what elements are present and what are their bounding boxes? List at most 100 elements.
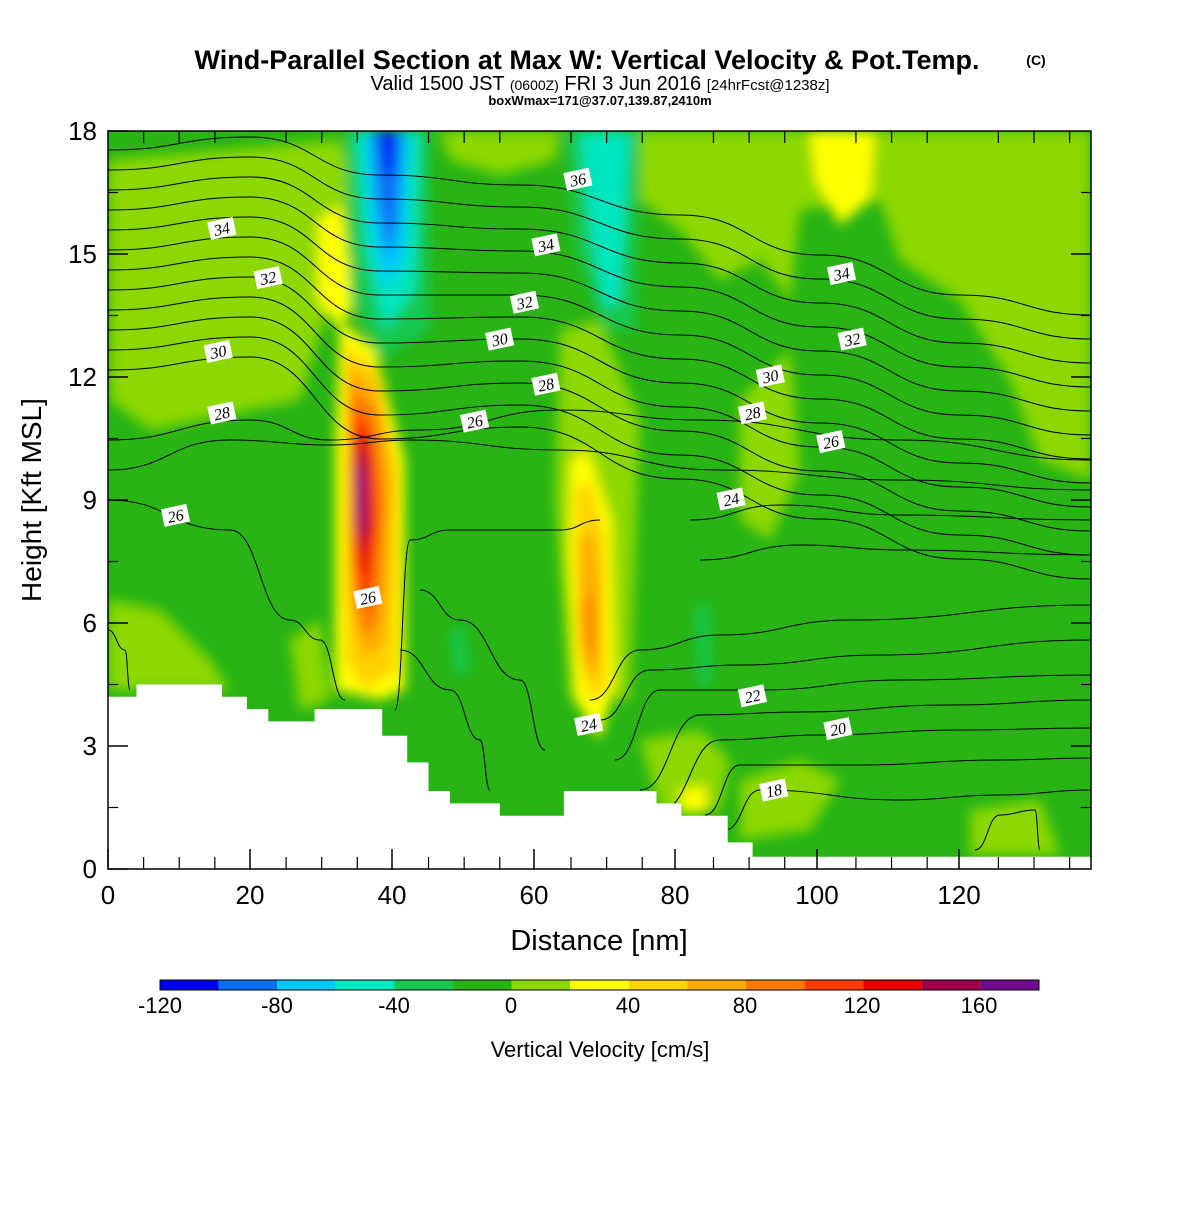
colorbar-swatch [746,980,805,990]
theta-contour-line [614,674,1091,761]
contour-label-text: 32 [514,294,534,314]
contour-label: 24 [574,713,604,737]
colorbar-swatch [218,980,278,990]
contour-label-text: 34 [212,220,232,240]
contour-label-text: 30 [208,343,228,363]
colorbar-swatch [687,980,746,990]
shade-cyan-center [580,131,630,310]
contour-label: 32 [837,327,867,351]
y-tick-label: 6 [83,608,97,638]
contour-label-bg [755,364,785,388]
terrain-mask [108,684,1091,869]
shade-purple-updraft-left [356,460,364,535]
contour-label-bg [160,503,191,527]
contour-label-bg [353,585,383,609]
y-tick-label: 12 [68,362,97,392]
shade-yellow-small [680,785,708,814]
colorbar-frame [159,979,1040,991]
shade-lightgreen-bottom-center [640,730,730,810]
contour-label: 26 [160,503,191,527]
contour-label-bg [531,372,561,396]
contour-label-text: 28 [213,404,232,424]
shade-deepblue-left [380,131,396,180]
colorbar: -120 -80 -40 0 40 80 120 160 Vertical Ve… [138,979,1040,1062]
colorbar-swatch [160,980,219,990]
theta-contour-line [724,789,1091,831]
shade-lightgreen-right-mid [740,350,800,540]
x-tick-label: 40 [378,880,407,910]
contour-label: 26 [460,409,490,433]
shade-lightgreen-upper-left [108,140,360,430]
contour-label-bg [509,290,540,314]
colorbar-swatch [804,980,864,990]
contour-label-bg [207,401,237,425]
theta-contour-line [108,439,1091,491]
valid-date: FRI 3 Jun 2016 [564,73,701,95]
colorbar-swatch [277,980,336,990]
theta-contour-line [419,589,546,751]
chart-title-mark: (C) [1026,52,1045,68]
contour-label-bg [531,233,561,257]
contour-label-text: 24 [722,491,741,511]
contour-label-text: 26 [359,589,378,609]
colorbar-tick-label: -40 [378,993,410,1018]
y-tick-label: 15 [68,239,97,269]
contour-label-text: 36 [568,171,588,191]
y-tick-label: 9 [83,485,97,515]
colorbar-swatch [453,980,512,990]
colorbar-swatch [570,980,629,990]
theta-contour-line [108,216,1091,412]
theta-contour-line [108,236,1091,436]
colorbar-swatch [863,980,922,990]
theta-contour-line [108,316,1091,532]
contour-label: 34 [531,233,561,257]
contour-label-bg [826,262,857,286]
contour-label-bg [485,327,515,351]
theta-contour-line [394,519,601,711]
contour-label: 28 [737,401,767,425]
contour-label-bg [203,339,233,363]
x-tick-label: 120 [937,880,980,910]
contour-label-bg [737,401,767,425]
theta-contour-line [108,356,1091,580]
x-axis-label: Distance [nm] [510,925,687,957]
contour-label-bg [759,778,789,802]
contour-label-bg [574,713,604,737]
contour-label-bg [737,684,767,708]
contour-label-text: 30 [760,368,780,388]
contour-label-text: 28 [537,376,556,396]
contour-label-text: 22 [743,687,762,707]
contour-label: 26 [353,585,383,609]
contour-label: 32 [509,290,540,314]
contour-label-text: 18 [765,782,784,802]
y-axis-label: Height [Kft MSL] [16,398,47,602]
contour-label: 30 [755,364,785,388]
theta-contour-line [639,699,1091,791]
shade-yellow-top-right [810,131,875,225]
theta-contour-line [108,136,1091,316]
velocity-field [108,131,1091,869]
x-tick-label: 80 [661,880,690,910]
contour-label: 32 [253,266,283,289]
colorbar-tick-label: 120 [844,993,881,1018]
shade-lightgreen-left-low [108,600,230,690]
colorbar-label: Vertical Velocity [cm/s] [491,1037,710,1062]
shade-lightgreen-bottom-right [740,760,840,840]
theta-contour-line [108,296,1091,508]
valid-run: [24hrFcst@1238z] [707,77,830,94]
colorbar-tick-label: 160 [961,993,998,1018]
y-tick-label: 3 [83,731,97,761]
theta-contour-line [108,629,131,691]
theta-contour-line [699,544,1091,561]
contour-label-bg [716,487,746,511]
contour-label: 18 [759,778,789,802]
theta-contour-line [689,504,1091,521]
contour-label-text: 26 [465,413,484,433]
valid-line: Valid 1500 JST (0600Z) FRI 3 Jun 2016 [2… [370,73,829,95]
valid-prefix: Valid 1500 JST [370,73,504,95]
contour-label: 34 [207,216,237,240]
theta-contour-line [108,176,1091,364]
colorbar-swatch [335,980,395,990]
